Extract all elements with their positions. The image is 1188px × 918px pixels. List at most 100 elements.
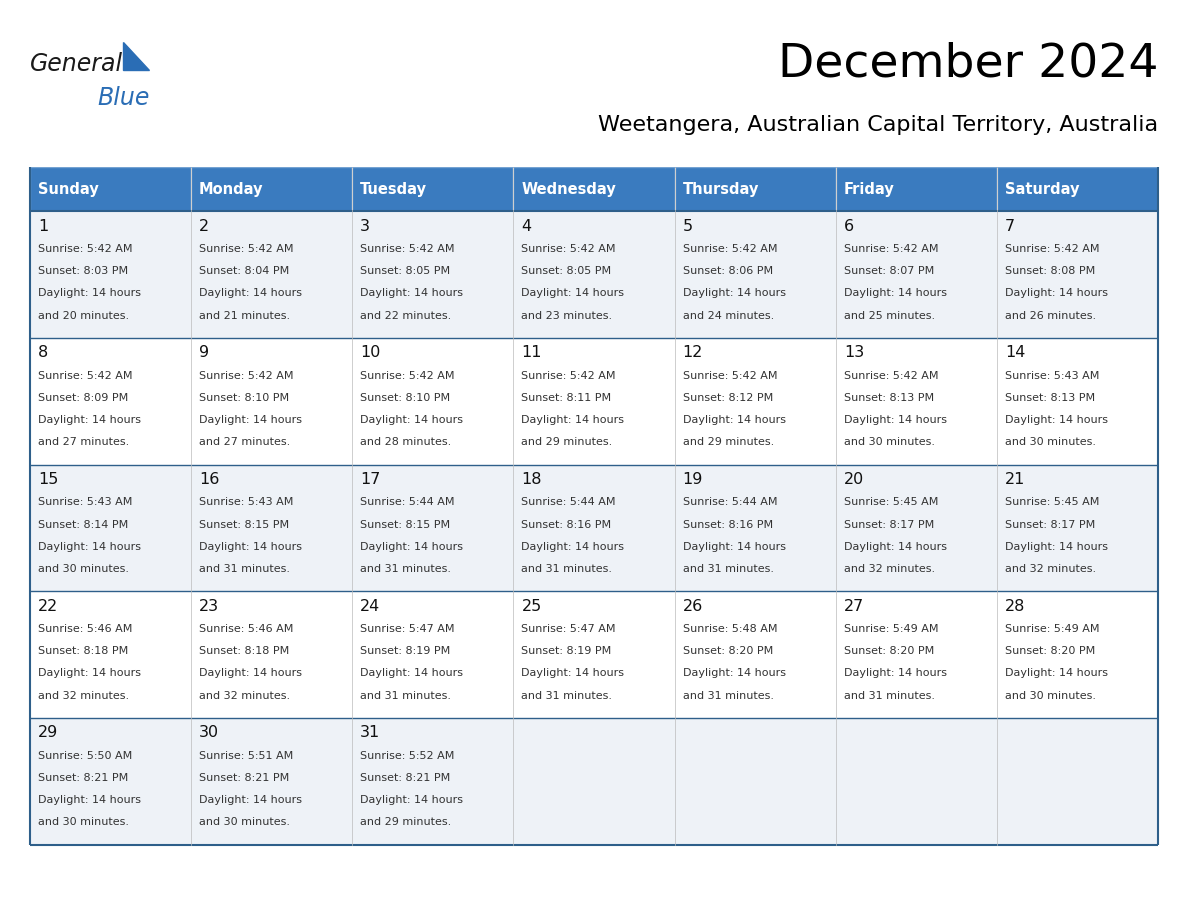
Text: Daylight: 14 hours: Daylight: 14 hours (360, 542, 463, 552)
Text: Sunrise: 5:42 AM: Sunrise: 5:42 AM (38, 371, 132, 381)
Text: and 31 minutes.: and 31 minutes. (683, 564, 773, 574)
Text: Sunrise: 5:42 AM: Sunrise: 5:42 AM (198, 371, 293, 381)
Bar (836, 338, 997, 465)
Text: Daylight: 14 hours: Daylight: 14 hours (522, 288, 625, 298)
Text: and 30 minutes.: and 30 minutes. (38, 817, 128, 827)
Text: Saturday: Saturday (1005, 182, 1080, 196)
Text: 30: 30 (198, 725, 219, 741)
Text: and 30 minutes.: and 30 minutes. (38, 564, 128, 574)
Text: Daylight: 14 hours: Daylight: 14 hours (1005, 288, 1108, 298)
Bar (30, 465, 191, 591)
Text: Sunset: 8:17 PM: Sunset: 8:17 PM (1005, 520, 1095, 530)
Text: Daylight: 14 hours: Daylight: 14 hours (683, 415, 785, 425)
Text: Sunrise: 5:42 AM: Sunrise: 5:42 AM (683, 371, 777, 381)
Text: 5: 5 (683, 218, 693, 234)
Bar (352, 167, 513, 211)
Text: and 23 minutes.: and 23 minutes. (522, 310, 613, 320)
Bar (675, 465, 836, 591)
Bar (675, 211, 836, 338)
Bar (997, 591, 1158, 718)
Text: and 27 minutes.: and 27 minutes. (198, 437, 290, 447)
Text: Sunrise: 5:51 AM: Sunrise: 5:51 AM (198, 751, 293, 761)
Text: Tuesday: Tuesday (360, 182, 428, 196)
Text: Sunset: 8:20 PM: Sunset: 8:20 PM (843, 646, 934, 656)
Bar (30, 338, 191, 465)
Text: Sunset: 8:17 PM: Sunset: 8:17 PM (843, 520, 934, 530)
Text: Sunset: 8:05 PM: Sunset: 8:05 PM (522, 266, 612, 276)
Text: Sunrise: 5:42 AM: Sunrise: 5:42 AM (522, 371, 615, 381)
Text: and 20 minutes.: and 20 minutes. (38, 310, 128, 320)
Text: 14: 14 (1005, 345, 1025, 361)
Text: Sunrise: 5:49 AM: Sunrise: 5:49 AM (843, 624, 939, 634)
Text: and 30 minutes.: and 30 minutes. (1005, 437, 1097, 447)
Text: 2: 2 (198, 218, 209, 234)
Bar (30, 167, 191, 211)
Text: 17: 17 (360, 472, 380, 487)
Text: Sunset: 8:15 PM: Sunset: 8:15 PM (360, 520, 450, 530)
Text: and 32 minutes.: and 32 minutes. (843, 564, 935, 574)
Text: Sunrise: 5:43 AM: Sunrise: 5:43 AM (38, 498, 132, 508)
Text: Sunset: 8:15 PM: Sunset: 8:15 PM (198, 520, 289, 530)
Bar (997, 465, 1158, 591)
Bar (675, 718, 836, 845)
Bar (513, 167, 675, 211)
Bar (352, 465, 513, 591)
Text: and 32 minutes.: and 32 minutes. (1005, 564, 1097, 574)
Text: 13: 13 (843, 345, 864, 361)
Bar (513, 211, 675, 338)
Text: Sunrise: 5:42 AM: Sunrise: 5:42 AM (843, 244, 939, 254)
Text: 18: 18 (522, 472, 542, 487)
Text: and 29 minutes.: and 29 minutes. (683, 437, 773, 447)
Text: Daylight: 14 hours: Daylight: 14 hours (198, 668, 302, 678)
Text: 1: 1 (38, 218, 48, 234)
Text: 19: 19 (683, 472, 703, 487)
Text: 12: 12 (683, 345, 703, 361)
Text: Friday: Friday (843, 182, 895, 196)
Bar (191, 591, 352, 718)
Text: 28: 28 (1005, 599, 1025, 614)
Text: Sunrise: 5:42 AM: Sunrise: 5:42 AM (522, 244, 615, 254)
Text: Daylight: 14 hours: Daylight: 14 hours (1005, 415, 1108, 425)
Text: 15: 15 (38, 472, 58, 487)
Text: Daylight: 14 hours: Daylight: 14 hours (360, 668, 463, 678)
Text: Sunrise: 5:49 AM: Sunrise: 5:49 AM (1005, 624, 1100, 634)
Text: and 31 minutes.: and 31 minutes. (522, 690, 613, 700)
Text: and 31 minutes.: and 31 minutes. (198, 564, 290, 574)
Text: Sunrise: 5:46 AM: Sunrise: 5:46 AM (198, 624, 293, 634)
Text: Sunrise: 5:42 AM: Sunrise: 5:42 AM (38, 244, 132, 254)
Text: Sunset: 8:20 PM: Sunset: 8:20 PM (683, 646, 773, 656)
Text: Daylight: 14 hours: Daylight: 14 hours (1005, 542, 1108, 552)
Text: Daylight: 14 hours: Daylight: 14 hours (198, 795, 302, 805)
Text: Sunrise: 5:52 AM: Sunrise: 5:52 AM (360, 751, 455, 761)
Text: Daylight: 14 hours: Daylight: 14 hours (198, 415, 302, 425)
Text: and 31 minutes.: and 31 minutes. (360, 564, 451, 574)
Text: 24: 24 (360, 599, 380, 614)
Text: Sunset: 8:18 PM: Sunset: 8:18 PM (198, 646, 289, 656)
Text: Sunset: 8:09 PM: Sunset: 8:09 PM (38, 393, 128, 403)
Bar (675, 338, 836, 465)
Text: 22: 22 (38, 599, 58, 614)
Bar (836, 167, 997, 211)
Bar (675, 167, 836, 211)
Text: Sunset: 8:11 PM: Sunset: 8:11 PM (522, 393, 612, 403)
Bar (191, 718, 352, 845)
Bar (513, 591, 675, 718)
Text: Sunrise: 5:44 AM: Sunrise: 5:44 AM (360, 498, 455, 508)
Bar (997, 211, 1158, 338)
Text: 25: 25 (522, 599, 542, 614)
Text: 16: 16 (198, 472, 220, 487)
Text: and 30 minutes.: and 30 minutes. (843, 437, 935, 447)
Text: and 32 minutes.: and 32 minutes. (198, 690, 290, 700)
Bar (352, 591, 513, 718)
Bar (513, 465, 675, 591)
Text: Sunrise: 5:47 AM: Sunrise: 5:47 AM (522, 624, 615, 634)
Text: and 31 minutes.: and 31 minutes. (843, 690, 935, 700)
Text: Sunrise: 5:47 AM: Sunrise: 5:47 AM (360, 624, 455, 634)
Bar (513, 338, 675, 465)
Text: Sunset: 8:10 PM: Sunset: 8:10 PM (360, 393, 450, 403)
Text: Sunset: 8:13 PM: Sunset: 8:13 PM (843, 393, 934, 403)
Text: Wednesday: Wednesday (522, 182, 617, 196)
Text: Daylight: 14 hours: Daylight: 14 hours (843, 415, 947, 425)
Bar (836, 465, 997, 591)
Text: Daylight: 14 hours: Daylight: 14 hours (843, 668, 947, 678)
